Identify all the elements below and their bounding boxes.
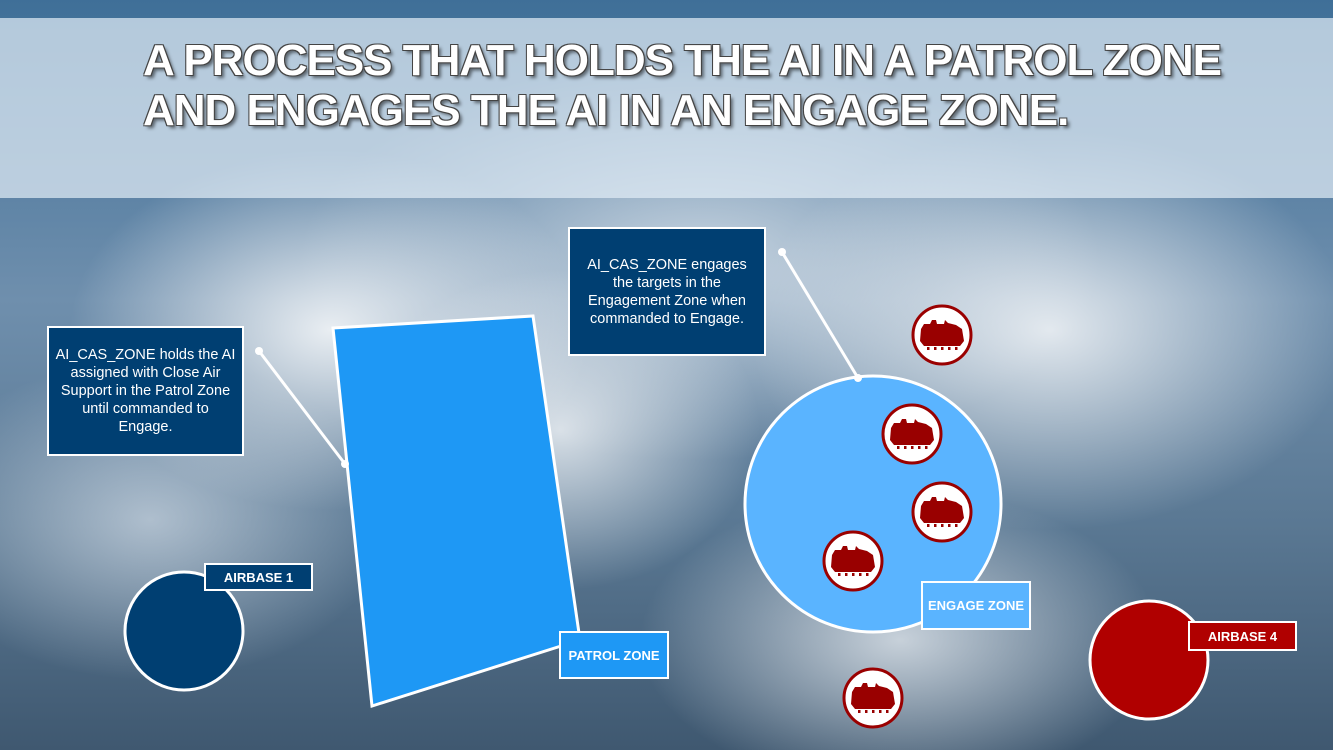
tank-icon <box>822 530 884 592</box>
airbase-4-label: AIRBASE 4 <box>1188 621 1297 651</box>
pointer-dot <box>341 460 349 468</box>
airbase-4 <box>1088 599 1210 721</box>
engage-zone-label: ENGAGE ZONE <box>921 581 1031 630</box>
tank-icon <box>842 667 904 729</box>
engage-callout: AI_CAS_ZONE engages the targets in the E… <box>568 227 766 356</box>
tank-icon <box>881 403 943 465</box>
patrol-zone-label: PATROL ZONE <box>559 631 669 679</box>
airbase-1 <box>123 570 245 692</box>
patrol-callout: AI_CAS_ZONE holds the AI assigned with C… <box>47 326 244 456</box>
airbase-1-label: AIRBASE 1 <box>204 563 313 591</box>
pointer-dot <box>854 374 862 382</box>
title-band <box>0 18 1333 198</box>
patrol-zone <box>331 314 582 708</box>
tank-icon <box>911 304 973 366</box>
pointer-dot <box>778 248 786 256</box>
pointer-dot <box>255 347 263 355</box>
slide-title: A PROCESS THAT HOLDS THE AI IN A PATROL … <box>143 36 1222 135</box>
engage-callout-pointer <box>780 251 860 379</box>
tank-icon <box>911 481 973 543</box>
patrol-callout-pointer <box>257 350 347 465</box>
